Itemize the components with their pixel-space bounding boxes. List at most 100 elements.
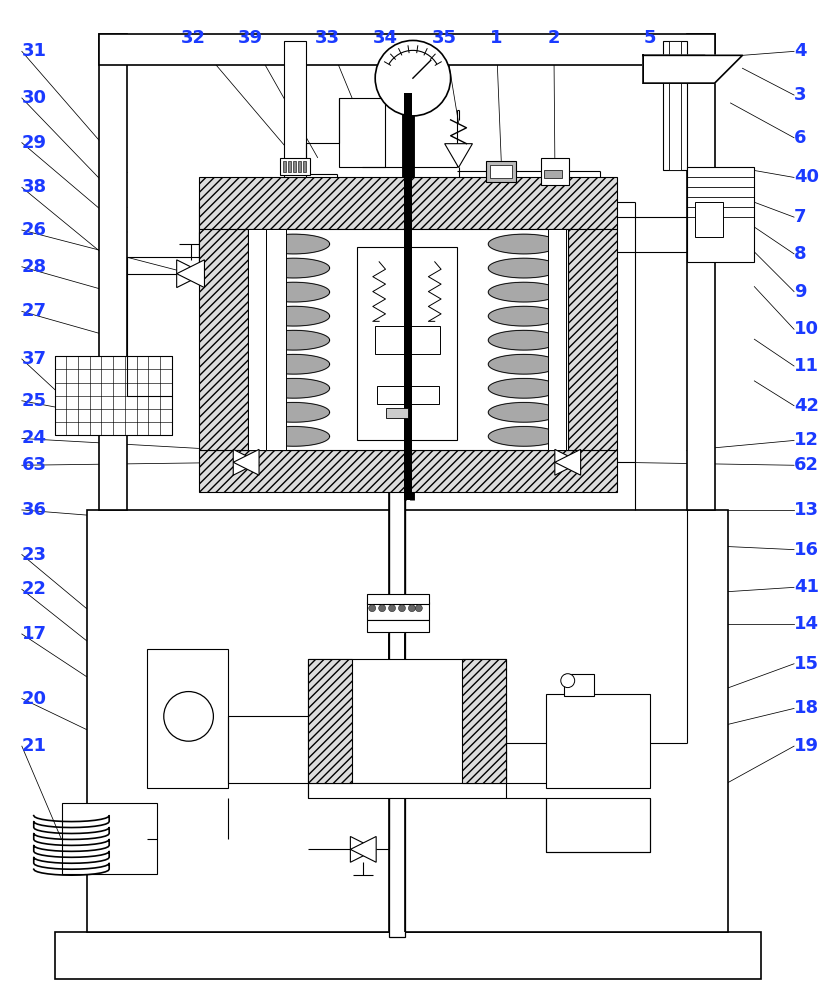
Polygon shape [488,354,560,374]
Bar [248,229,266,450]
Bar [367,620,429,632]
Circle shape [375,40,450,116]
Bar [487,161,516,182]
Polygon shape [258,234,330,254]
Text: 40: 40 [794,168,819,186]
Bar [339,98,385,167]
Text: 29: 29 [22,134,47,152]
Polygon shape [488,378,560,398]
Bar [248,229,568,450]
Bar [389,490,405,937]
Text: 2: 2 [547,29,560,47]
Bar [298,161,301,172]
Polygon shape [233,449,259,475]
Text: 36: 36 [22,501,47,519]
Bar [377,386,439,404]
Polygon shape [488,330,560,350]
Bar [669,41,681,170]
Text: 17: 17 [22,625,47,643]
Text: 3: 3 [794,86,806,104]
Circle shape [415,605,423,612]
Text: 4: 4 [794,42,806,60]
Text: 21: 21 [22,737,47,755]
Text: 34: 34 [372,29,398,47]
Bar [280,158,310,175]
Polygon shape [488,234,560,254]
Bar [564,674,593,696]
Bar [99,34,714,65]
Text: 37: 37 [22,350,47,368]
Text: 16: 16 [794,541,819,559]
Bar [198,450,617,492]
Bar [198,177,617,229]
Polygon shape [177,260,205,288]
Text: 31: 31 [22,42,47,60]
Text: 63: 63 [22,456,47,474]
Bar [307,783,506,798]
Bar [544,170,561,178]
Bar [288,161,291,172]
Text: 25: 25 [22,392,47,410]
Bar [546,694,650,788]
Text: 13: 13 [794,501,819,519]
Polygon shape [488,282,560,302]
Bar [404,93,412,500]
Text: 28: 28 [22,258,47,276]
Text: 8: 8 [794,245,806,263]
Text: 33: 33 [315,29,340,47]
Polygon shape [488,258,560,278]
Bar [687,167,755,262]
Text: 12: 12 [794,431,819,449]
Circle shape [369,605,376,612]
Bar [54,356,172,435]
Text: 30: 30 [22,89,47,107]
Text: 6: 6 [794,129,806,147]
Polygon shape [258,402,330,422]
Text: 23: 23 [22,546,47,564]
Bar [54,932,761,979]
Bar [548,229,566,450]
Polygon shape [445,144,473,167]
Polygon shape [177,260,205,288]
Circle shape [379,605,386,612]
Text: 14: 14 [794,615,819,633]
Bar [568,229,617,450]
Polygon shape [488,306,560,326]
Bar [663,41,687,170]
Polygon shape [233,449,259,475]
Text: 38: 38 [22,178,47,196]
Text: 24: 24 [22,429,47,447]
Bar [490,165,512,178]
Bar [367,594,429,604]
Polygon shape [488,402,560,422]
Polygon shape [258,282,330,302]
Bar [99,34,127,510]
Text: 22: 22 [22,580,47,598]
Text: 5: 5 [644,29,656,47]
Text: 1: 1 [490,29,502,47]
Polygon shape [488,427,560,446]
Bar [87,510,727,932]
Text: 32: 32 [181,29,206,47]
Bar [293,161,296,172]
Polygon shape [350,836,376,862]
Text: 62: 62 [794,456,819,474]
Bar [687,34,714,510]
Bar [375,326,440,354]
Text: 19: 19 [794,737,819,755]
Circle shape [561,674,575,688]
Polygon shape [258,378,330,398]
Text: 35: 35 [432,29,457,47]
Text: 7: 7 [794,208,806,226]
Polygon shape [258,330,330,350]
Polygon shape [555,449,580,475]
Text: 15: 15 [794,655,819,673]
Circle shape [399,605,405,612]
Bar [307,659,353,783]
Text: 26: 26 [22,221,47,239]
Bar [461,659,506,783]
Text: 39: 39 [238,29,262,47]
Polygon shape [643,55,742,83]
Bar [307,659,506,783]
Bar [386,408,408,418]
